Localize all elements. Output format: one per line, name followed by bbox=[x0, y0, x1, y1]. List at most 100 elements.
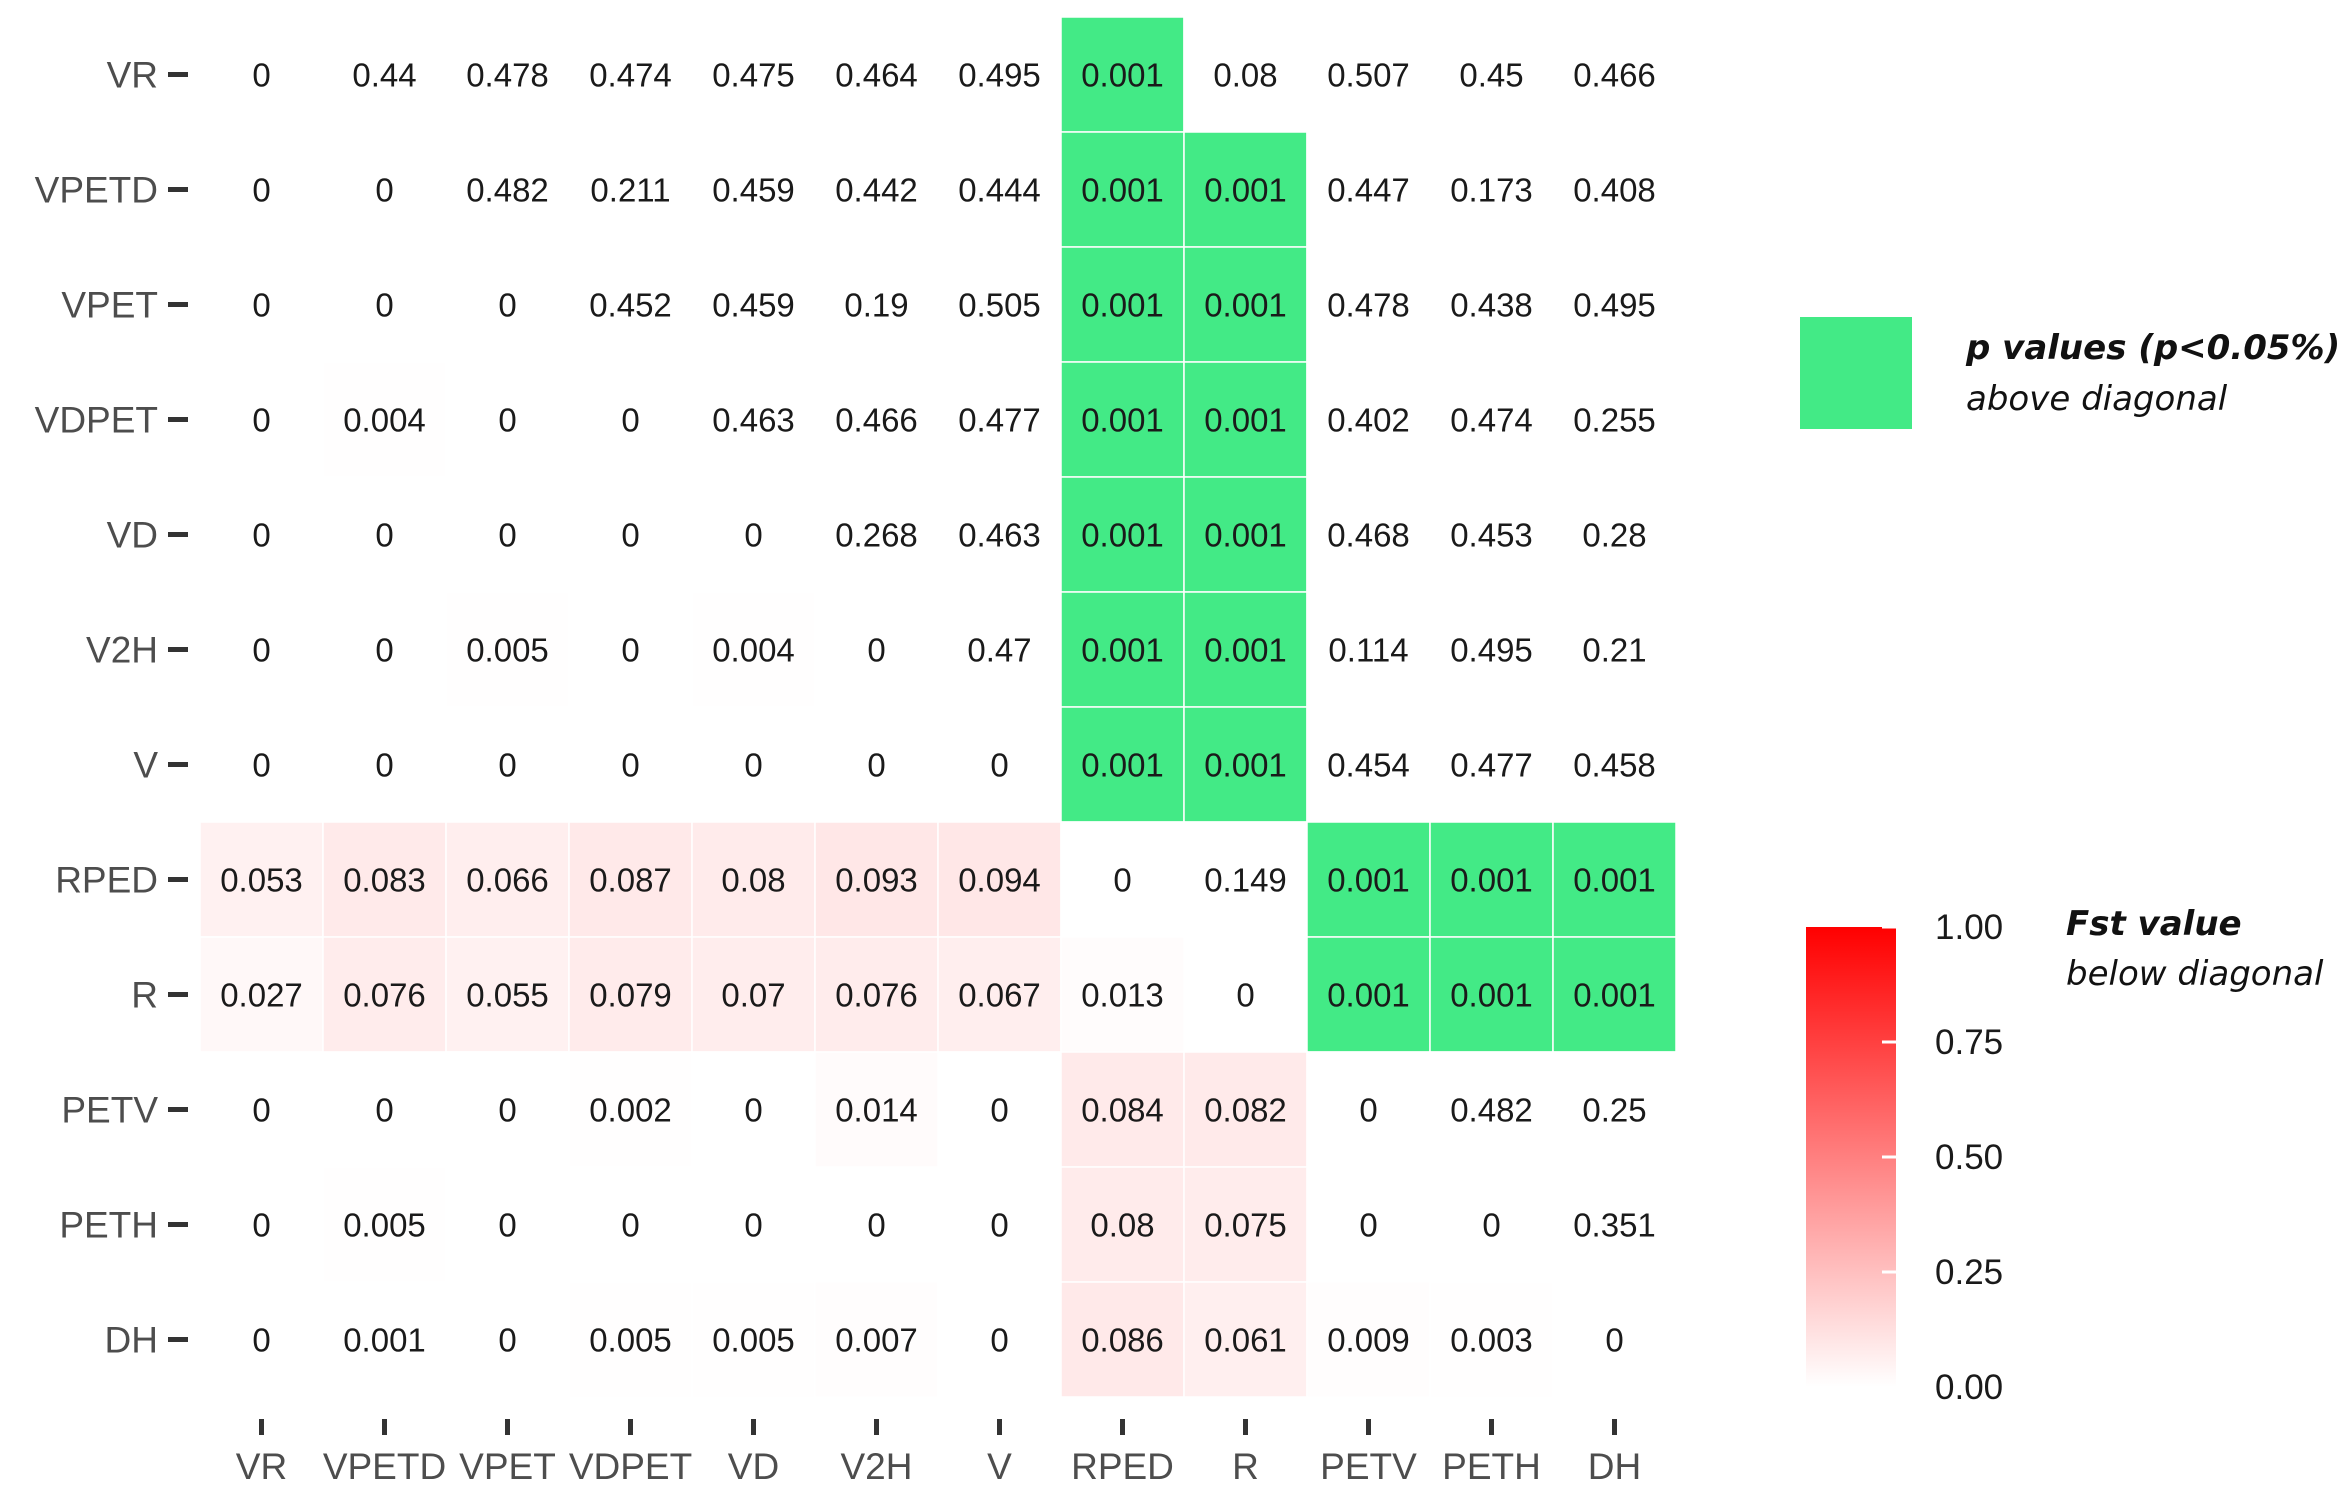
cell-value: 0.07 bbox=[721, 977, 785, 1014]
cell-value: 0.474 bbox=[589, 57, 672, 94]
heatmap-cell-dh-peth bbox=[1429, 1281, 1554, 1398]
cell-value: 0.351 bbox=[1573, 1207, 1656, 1244]
heatmap-cell-vpetd-vdpet bbox=[568, 131, 693, 248]
cell-value: 0.482 bbox=[466, 172, 549, 209]
heatmap-cell-vpetd-v bbox=[937, 131, 1062, 248]
heatmap-cell-v2h-r bbox=[1183, 591, 1308, 708]
heatmap-cell-dh-vpet bbox=[445, 1281, 570, 1398]
cell-value: 0 bbox=[375, 517, 393, 554]
heatmap-cell-peth-vr bbox=[199, 1166, 324, 1283]
cell-value: 0.094 bbox=[958, 862, 1041, 899]
cell-value: 0 bbox=[990, 1207, 1008, 1244]
heatmap-cell-v2h-vr bbox=[199, 591, 324, 708]
cell-value: 0 bbox=[375, 1092, 393, 1129]
x-tick-label: R bbox=[1232, 1446, 1259, 1487]
cell-value: 0 bbox=[990, 747, 1008, 784]
heatmap-cell-vr-vpetd bbox=[322, 16, 447, 133]
cell-value: 0.001 bbox=[1204, 287, 1287, 324]
heatmap-cell-petv-vpetd bbox=[322, 1051, 447, 1168]
cell-value: 0.466 bbox=[835, 402, 918, 439]
heatmap-cell-vpetd-v2h bbox=[814, 131, 939, 248]
y-axis-labels: VR VPETD VPET VDPET VD V2H V RPED R PETV PETH DH bbox=[35, 55, 188, 1361]
cell-value: 0 bbox=[744, 1207, 762, 1244]
heatmap-cell-vpet-dh bbox=[1552, 246, 1677, 363]
heatmap-cell-vpetd-rped bbox=[1060, 131, 1185, 248]
cell-value: 0.067 bbox=[958, 977, 1041, 1014]
heatmap-cell-vd-vpet bbox=[445, 476, 570, 593]
heatmap-cell-peth-peth bbox=[1429, 1166, 1554, 1283]
cell-value: 0.001 bbox=[1204, 632, 1287, 669]
cell-value: 0 bbox=[252, 1322, 270, 1359]
heatmap-cell-vpet-peth bbox=[1429, 246, 1554, 363]
x-axis-labels: VR VPETD VPET VDPET VD V2H V RPED R PETV PETH DH bbox=[236, 1419, 1641, 1487]
cell-value: 0 bbox=[621, 747, 639, 784]
heatmap-cell-vr-dh bbox=[1552, 16, 1677, 133]
heatmap-cell-vpetd-r bbox=[1183, 131, 1308, 248]
heatmap-cell-vpet-v bbox=[937, 246, 1062, 363]
legend-fst-ticks: 1.00 0.75 0.50 0.25 0.00 bbox=[1882, 908, 2003, 1407]
heatmap-cell-vdpet-v2h bbox=[814, 361, 939, 478]
cell-value: 0 bbox=[744, 517, 762, 554]
cell-value: 0 bbox=[375, 172, 393, 209]
heatmap-cell-rped-v bbox=[937, 821, 1062, 938]
heatmap-cell-vr-vdpet bbox=[568, 16, 693, 133]
cell-value: 0 bbox=[498, 1207, 516, 1244]
heatmap-cell-peth-r bbox=[1183, 1166, 1308, 1283]
heatmap-cell-petv-vpet bbox=[445, 1051, 570, 1168]
cell-value: 0.014 bbox=[835, 1092, 918, 1129]
cell-value: 0.004 bbox=[343, 402, 426, 439]
heatmap-cell-v-v bbox=[937, 706, 1062, 823]
cell-value: 0.001 bbox=[1327, 862, 1410, 899]
cell-value: 0.466 bbox=[1573, 57, 1656, 94]
heatmap-cell-peth-vpet bbox=[445, 1166, 570, 1283]
heatmap-cell-vpetd-petv bbox=[1306, 131, 1431, 248]
cell-value: 0.447 bbox=[1327, 172, 1410, 209]
y-tick-label: VD bbox=[107, 515, 158, 556]
cell-value: 0.505 bbox=[958, 287, 1041, 324]
cell-value: 0.478 bbox=[1327, 287, 1410, 324]
heatmap-cell-vd-v bbox=[937, 476, 1062, 593]
heatmap-cell-v-dh bbox=[1552, 706, 1677, 823]
heatmap-cell-dh-v bbox=[937, 1281, 1062, 1398]
cell-value: 0.463 bbox=[958, 517, 1041, 554]
heatmap-cell-vr-vd bbox=[691, 16, 816, 133]
heatmap-cell-vr-petv bbox=[1306, 16, 1431, 133]
heatmap-cell-vpetd-vpetd bbox=[322, 131, 447, 248]
heatmap-cell-rped-vd bbox=[691, 821, 816, 938]
cell-value: 0 bbox=[498, 747, 516, 784]
y-tick-label: V2H bbox=[86, 630, 158, 671]
heatmap-cell-petv-vdpet bbox=[568, 1051, 693, 1168]
heatmap-cell-vr-v2h bbox=[814, 16, 939, 133]
cell-value: 0.468 bbox=[1327, 517, 1410, 554]
y-tick-label: PETV bbox=[61, 1090, 158, 1131]
heatmap-cell-r-v2h bbox=[814, 936, 939, 1053]
legend-fst-colorbar bbox=[1806, 927, 1896, 1387]
cell-value: 0 bbox=[498, 402, 516, 439]
cell-value: 0 bbox=[252, 747, 270, 784]
cell-value: 0.453 bbox=[1450, 517, 1533, 554]
heatmap-cell-v2h-vdpet bbox=[568, 591, 693, 708]
cell-value: 0.474 bbox=[1450, 402, 1533, 439]
heatmap-cell-r-peth bbox=[1429, 936, 1554, 1053]
cell-value: 0.001 bbox=[1204, 747, 1287, 784]
heatmap-cell-peth-v2h bbox=[814, 1166, 939, 1283]
cell-value: 0.458 bbox=[1573, 747, 1656, 784]
cell-value: 0.08 bbox=[721, 862, 785, 899]
heatmap-cell-vpet-vdpet bbox=[568, 246, 693, 363]
heatmap-cell-v2h-v2h bbox=[814, 591, 939, 708]
heatmap-cell-r-vpetd bbox=[322, 936, 447, 1053]
x-tick-label: V2H bbox=[841, 1446, 913, 1487]
y-tick-label: PETH bbox=[59, 1205, 158, 1246]
cell-value: 0.28 bbox=[1582, 517, 1646, 554]
heatmap-cell-dh-dh bbox=[1552, 1281, 1677, 1398]
cell-value: 0.001 bbox=[1573, 977, 1656, 1014]
heatmap-cell-vd-vd bbox=[691, 476, 816, 593]
cell-value: 0.083 bbox=[343, 862, 426, 899]
heatmap-cell-petv-petv bbox=[1306, 1051, 1431, 1168]
heatmap-cell-peth-vdpet bbox=[568, 1166, 693, 1283]
cell-value: 0.21 bbox=[1582, 632, 1646, 669]
x-tick-label: VR bbox=[236, 1446, 287, 1487]
heatmap-cell-vpet-vr bbox=[199, 246, 324, 363]
cell-value: 0.001 bbox=[1081, 517, 1164, 554]
